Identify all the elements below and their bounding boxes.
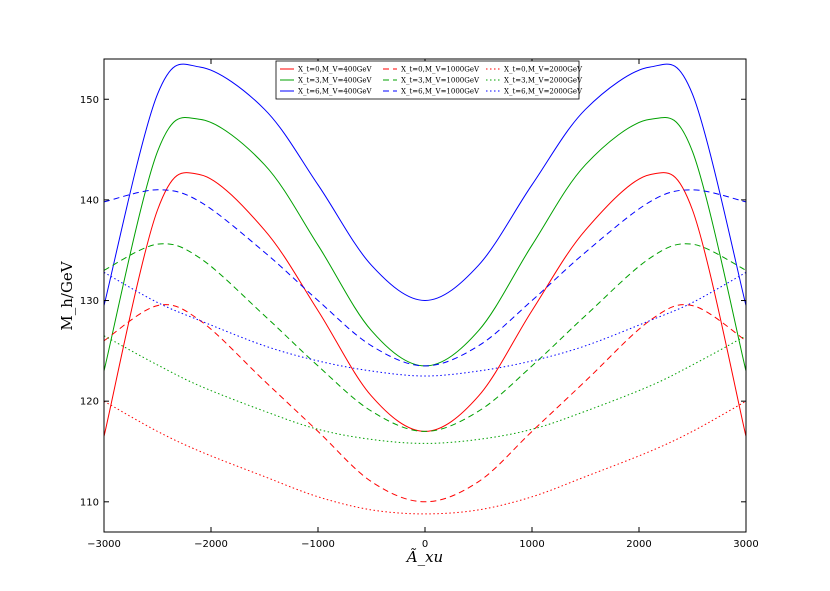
series-line-9 — [103, 271, 747, 377]
y-tick-label: 130 — [80, 296, 99, 307]
legend-label: X_t=3,M_V=400GeV — [298, 77, 373, 85]
x-tick-label: −2000 — [194, 539, 228, 550]
legend-label: X_t=3,M_V=2000GeV — [504, 77, 583, 85]
y-axis-label: M_h/GeV — [58, 260, 76, 330]
legend-label: X_t=6,M_V=2000GeV — [504, 88, 583, 96]
series-layer — [103, 63, 747, 515]
legend: X_t=0,M_V=400GeV X_t=3,M_V=400GeV X_t=6,M_… — [275, 60, 583, 100]
legend-box — [275, 60, 580, 100]
x-tick-label: −1000 — [301, 539, 335, 550]
x-tick-label: 1000 — [519, 539, 544, 550]
series-line-4 — [103, 304, 747, 503]
series-line-8 — [103, 335, 747, 444]
y-tick-label: 140 — [80, 195, 99, 206]
series-line-7 — [103, 400, 747, 515]
legend-label: X_t=6,M_V=400GeV — [298, 88, 373, 96]
y-tick-label: 110 — [80, 497, 99, 508]
legend-label: X_t=6,M_V=1000GeV — [401, 88, 480, 96]
plot-frame — [103, 58, 747, 533]
ticks-layer: −3000 −2000 −1000 0 1000 2000 3000 110 120 130 140… — [80, 59, 759, 550]
x-tick-label: 2000 — [626, 539, 651, 550]
x-tick-label: 3000 — [733, 539, 758, 550]
x-tick-label: −3000 — [87, 539, 121, 550]
series-line-2 — [103, 116, 747, 372]
series-line-1 — [103, 172, 747, 437]
legend-label: X_t=0,M_V=400GeV — [298, 66, 373, 74]
legend-label: X_t=3,M_V=1000GeV — [401, 77, 480, 85]
legend-label: X_t=0,M_V=2000GeV — [504, 66, 583, 74]
y-tick-label: 150 — [80, 95, 99, 106]
series-line-6 — [103, 189, 747, 367]
series-line-3 — [103, 63, 747, 306]
y-tick-label: 120 — [80, 397, 99, 408]
x-axis-label: Ã_xu — [405, 548, 443, 566]
x-tick-label: 0 — [422, 539, 428, 550]
series-line-5 — [103, 243, 747, 432]
legend-label: X_t=0,M_V=1000GeV — [401, 66, 480, 74]
